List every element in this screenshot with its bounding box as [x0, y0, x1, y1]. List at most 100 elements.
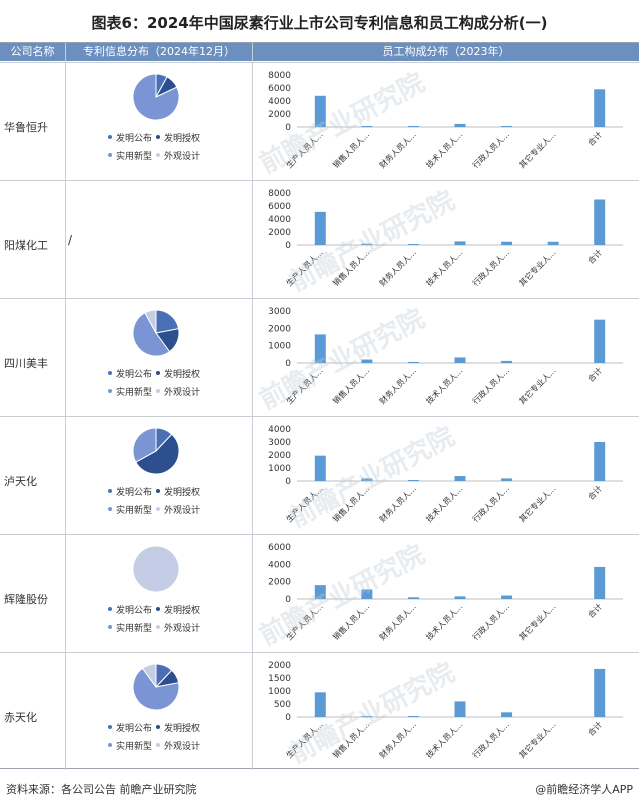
x-tick-label: 销售人员人... — [331, 483, 372, 524]
legend-marker — [108, 607, 112, 611]
x-tick-label: 合计 — [586, 719, 604, 737]
x-tick-label: 销售人员人... — [331, 247, 372, 288]
bar — [361, 589, 373, 599]
patent-cell: / — [66, 181, 252, 298]
legend-label: 发明公布 — [116, 486, 152, 498]
legend-label: 外观设计 — [164, 386, 200, 398]
x-tick-label: 生产人员人... — [284, 365, 325, 406]
x-tick-label: 生产人员人... — [284, 129, 325, 170]
x-tick-label: 技术人员人... — [424, 129, 465, 170]
staff-bar-chart: 0 2000 4000 6000 8000 生产人员人... 销售人员人... 财务人员人..… — [268, 189, 623, 288]
company-row: 泸天化 发明公布 发明授权 实用新型 外观设计 0 1000 2000 3000 4000 生产人员… — [0, 416, 639, 534]
bar — [454, 596, 466, 599]
legend-marker — [108, 389, 112, 393]
staff-cell: 0 1000 2000 3000 4000 生产人员人... 销售人员人... 财务人员人..… — [253, 417, 639, 534]
x-tick-label: 行政人员人... — [470, 483, 511, 524]
bar — [314, 95, 326, 127]
legend-label: 发明授权 — [164, 604, 200, 616]
y-tick-label: 4000 — [268, 425, 291, 435]
bar — [407, 361, 419, 363]
y-tick-label: 2000 — [268, 661, 291, 671]
legend-marker — [108, 743, 112, 747]
bar — [407, 716, 419, 717]
pie-slice — [135, 433, 180, 475]
y-tick-label: 2000 — [268, 451, 291, 461]
legend-label: 发明公布 — [116, 368, 152, 380]
y-tick-label: 500 — [274, 700, 291, 710]
company-row: 阳煤化工 / 0 2000 4000 6000 8000 生产人员人... 销售人员人... 财务… — [0, 180, 639, 298]
x-tick-label: 财务人员人... — [377, 247, 418, 288]
bar — [454, 241, 466, 245]
pie-slice — [132, 312, 171, 357]
company-name: 四川美丰 — [4, 357, 48, 370]
y-tick-label: 2000 — [268, 578, 291, 588]
legend-marker — [156, 625, 160, 629]
x-tick-label: 财务人员人... — [377, 719, 418, 760]
x-tick-label: 技术人员人... — [424, 601, 465, 642]
x-tick-label: 行政人员人... — [470, 247, 511, 288]
bar — [407, 244, 419, 245]
column-divider — [65, 43, 66, 770]
staff-cell: 0 1000 2000 3000 生产人员人... 销售人员人... 财务人员人... 技术人… — [253, 299, 639, 416]
company-name: 阳煤化工 — [4, 239, 48, 252]
header-company: 公司名称 — [0, 43, 65, 61]
brand-note: @前瞻经济学人APP — [535, 783, 633, 796]
x-tick-label: 销售人员人... — [331, 719, 372, 760]
company-row: 华鲁恒升 发明公布 发明授权 实用新型 外观设计 0 2000 4000 6000 8000 生产人… — [0, 62, 639, 180]
y-tick-label: 4000 — [268, 560, 291, 570]
company-name: 华鲁恒升 — [4, 121, 48, 134]
bar — [361, 243, 373, 245]
x-tick-label: 其它专业人... — [517, 129, 558, 170]
pie-slice — [132, 545, 180, 593]
legend-label: 外观设计 — [164, 740, 200, 752]
legend-marker — [108, 135, 112, 139]
company-name: 赤天化 — [4, 711, 37, 724]
y-tick-label: 4000 — [268, 97, 291, 107]
y-tick-label: 0 — [285, 477, 291, 487]
patent-cell: 发明公布 发明授权 实用新型 外观设计 — [66, 299, 252, 416]
bar — [407, 480, 419, 481]
legend-marker — [156, 507, 160, 511]
legend-label: 发明授权 — [164, 368, 200, 380]
y-tick-label: 6000 — [268, 84, 291, 94]
bar — [594, 319, 606, 363]
legend-marker — [156, 607, 160, 611]
y-tick-label: 0 — [285, 595, 291, 605]
patent-cell: 发明公布 发明授权 实用新型 外观设计 — [66, 653, 252, 770]
x-tick-label: 财务人员人... — [377, 601, 418, 642]
bar — [501, 126, 513, 127]
x-tick-label: 生产人员人... — [284, 719, 325, 760]
pie-slice — [144, 309, 157, 334]
company-name: 辉隆股份 — [4, 593, 48, 606]
y-tick-label: 0 — [285, 359, 291, 369]
bar — [314, 211, 326, 245]
pie-slice — [132, 427, 157, 463]
bar — [407, 597, 419, 599]
legend-marker — [108, 489, 112, 493]
y-tick-label: 8000 — [268, 189, 291, 199]
y-tick-label: 1000 — [268, 342, 291, 352]
legend-label: 发明授权 — [164, 722, 200, 734]
y-tick-label: 4000 — [268, 215, 291, 225]
legend-label: 发明授权 — [164, 486, 200, 498]
x-tick-label: 行政人员人... — [470, 601, 511, 642]
staff-bar-chart: 0 1000 2000 3000 4000 生产人员人... 销售人员人... 财务人员人..… — [268, 425, 623, 524]
x-tick-label: 销售人员人... — [331, 129, 372, 170]
pie-slice — [132, 73, 180, 121]
legend-marker — [156, 389, 160, 393]
y-tick-label: 6000 — [268, 543, 291, 553]
y-tick-label: 8000 — [268, 71, 291, 81]
bar — [361, 126, 373, 127]
bar — [501, 241, 513, 245]
legend-marker — [156, 743, 160, 747]
legend-marker — [108, 507, 112, 511]
bar — [594, 566, 606, 599]
x-tick-label: 生产人员人... — [284, 483, 325, 524]
x-tick-label: 合计 — [586, 365, 604, 383]
patent-cell: 发明公布 发明授权 实用新型 外观设计 — [66, 63, 252, 180]
legend-marker — [108, 371, 112, 375]
bar — [501, 712, 513, 717]
